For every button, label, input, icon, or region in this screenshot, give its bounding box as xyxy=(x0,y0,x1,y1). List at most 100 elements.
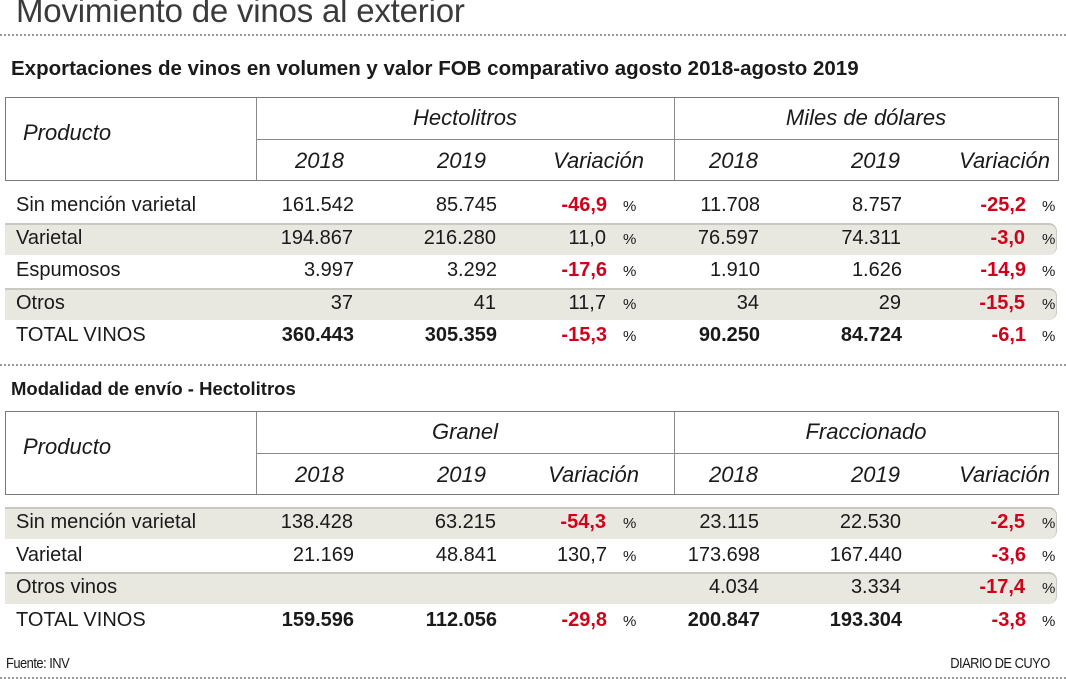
percent-sign: % xyxy=(623,198,637,215)
numeric-value: 138.428 xyxy=(280,511,353,533)
source-note: Fuente: INV xyxy=(6,655,70,672)
numeric-value: 34 xyxy=(736,291,759,314)
divider xyxy=(0,34,1066,36)
numeric-value: 4.034 xyxy=(708,576,759,598)
numeric-value: 200.847 xyxy=(687,608,760,631)
percent-sign: % xyxy=(623,547,637,565)
divider xyxy=(0,677,1066,679)
table2-subtitle: Modalidad de envío - Hectolitros xyxy=(11,378,296,399)
variation-value: -3,8 xyxy=(991,608,1026,631)
percent-sign: % xyxy=(1042,580,1056,597)
numeric-value: 1.626 xyxy=(851,259,902,281)
table1-subtitle: Exportaciones de vinos en volumen y valo… xyxy=(11,57,859,80)
numeric-value: 159.596 xyxy=(281,608,354,631)
percent-sign: % xyxy=(1042,328,1056,345)
variation-value: -29,8 xyxy=(561,608,607,631)
table-row: Sin mención varietal 161.542 85.745 -46,9% 1… xyxy=(5,190,1057,222)
group-header-granel: Granel xyxy=(431,419,499,444)
variation-value: -3,6 xyxy=(991,543,1026,566)
column-header: Variación xyxy=(553,148,644,173)
variation-value: -2,5 xyxy=(990,511,1025,533)
column-header: 2019 xyxy=(437,462,486,487)
numeric-value: 194.867 xyxy=(280,226,353,249)
numeric-value: 21.169 xyxy=(292,543,354,566)
percent-sign: % xyxy=(623,328,637,345)
table-row: Espumosos 3.997 3.292 -17,6% 1.910 1.626 -14,9… xyxy=(5,255,1057,287)
numeric-value: 1.910 xyxy=(709,259,760,281)
table-row: Otros vinos 4.034 3.334 -17,4% xyxy=(5,572,1057,604)
variation-value: 130,7 xyxy=(556,543,607,566)
row-label: TOTAL VINOS xyxy=(16,324,146,346)
column-header: 2018 xyxy=(709,148,758,173)
percent-sign: % xyxy=(1042,263,1056,280)
numeric-value: 37 xyxy=(330,291,353,314)
variation-value: -25,2 xyxy=(980,194,1026,216)
percent-sign: % xyxy=(623,230,637,248)
percent-sign: % xyxy=(623,515,637,532)
percent-sign: % xyxy=(1042,515,1056,532)
numeric-value: 305.359 xyxy=(424,324,497,346)
numeric-value: 360.443 xyxy=(281,324,354,346)
header-divider xyxy=(256,139,1058,140)
table-row: Varietal 21.169 48.841 130,7% 173.698 167.440… xyxy=(5,540,1057,572)
numeric-value: 63.215 xyxy=(434,511,496,533)
variation-value: 11,7 xyxy=(568,291,606,314)
numeric-value: 22.530 xyxy=(839,511,901,533)
variation-value: -17,4 xyxy=(979,576,1025,598)
numeric-value: 11.708 xyxy=(700,194,760,216)
column-header: Variación xyxy=(959,148,1050,173)
group-header-dolares: Miles de dólares xyxy=(785,105,947,130)
percent-sign: % xyxy=(1042,612,1056,630)
percent-sign: % xyxy=(1042,295,1056,313)
numeric-value: 193.304 xyxy=(829,608,902,631)
column-header: 2019 xyxy=(851,462,900,487)
column-header: Variación xyxy=(959,462,1050,487)
numeric-value: 167.440 xyxy=(829,543,902,566)
row-label: Otros xyxy=(16,291,65,314)
column-header: Variación xyxy=(548,462,639,487)
numeric-value: 48.841 xyxy=(435,543,497,566)
numeric-value: 84.724 xyxy=(840,324,902,346)
numeric-value: 161.542 xyxy=(281,194,354,216)
percent-sign: % xyxy=(623,295,637,313)
table-row: Sin mención varietal 138.428 63.215 -54,3% 2… xyxy=(5,507,1057,539)
table-row: Varietal 194.867 216.280 11,0% 76.597 74.311 -… xyxy=(5,222,1057,255)
column-header: 2019 xyxy=(437,148,486,173)
variation-value: -3,0 xyxy=(990,226,1025,249)
percent-sign: % xyxy=(1042,547,1056,565)
numeric-value: 216.280 xyxy=(423,226,496,249)
row-label: Varietal xyxy=(16,226,83,249)
column-header: 2018 xyxy=(295,462,344,487)
column-header: 2019 xyxy=(851,148,900,173)
numeric-value: 29 xyxy=(878,291,901,314)
numeric-value: 173.698 xyxy=(687,543,760,566)
variation-value: -6,1 xyxy=(991,324,1026,346)
product-header: Producto xyxy=(23,434,112,459)
row-label: Otros vinos xyxy=(16,576,118,598)
row-label: Sin mención varietal xyxy=(16,511,197,533)
variation-value: -14,9 xyxy=(980,259,1026,281)
product-header: Producto xyxy=(23,120,112,145)
variation-value: -46,9 xyxy=(561,194,607,216)
variation-value: 11,0 xyxy=(568,226,606,249)
table2-header: Producto Granel Fraccionado 2018 2019 Va… xyxy=(5,411,1059,495)
numeric-value: 3.334 xyxy=(850,576,901,598)
variation-value: -15,5 xyxy=(979,291,1025,314)
page-title: Movimiento de vinos al exterior xyxy=(16,0,465,29)
row-label: Sin mención varietal xyxy=(16,194,197,216)
numeric-value: 112.056 xyxy=(425,608,497,631)
row-label: Espumosos xyxy=(16,259,121,281)
numeric-value: 76.597 xyxy=(697,226,759,249)
group-header-fraccionado: Fraccionado xyxy=(805,419,927,444)
divider xyxy=(0,364,1066,366)
variation-value: -54,3 xyxy=(560,511,606,533)
column-header: 2018 xyxy=(295,148,344,173)
row-label: Varietal xyxy=(16,543,83,566)
table1-header: Producto Hectolitros Miles de dólares 20… xyxy=(5,97,1059,181)
numeric-value: 90.250 xyxy=(698,324,760,346)
percent-sign: % xyxy=(1042,230,1056,248)
numeric-value: 74.311 xyxy=(841,226,901,249)
column-header: 2018 xyxy=(709,462,758,487)
numeric-value: 85.745 xyxy=(435,194,497,216)
row-label: TOTAL VINOS xyxy=(16,608,146,631)
